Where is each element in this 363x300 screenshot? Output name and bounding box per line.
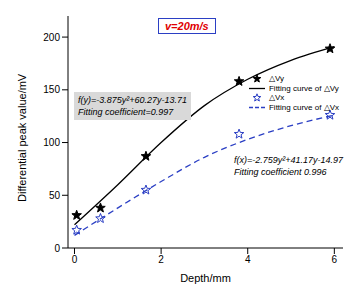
- html-text:△Vx: △Vx: [269, 93, 285, 102]
- svg-text:0: 0: [72, 254, 78, 265]
- html-text:f(y)=-3.875y²+60.27y-13.71: f(y)=-3.875y²+60.27y-13.71: [78, 95, 188, 105]
- svg-text:0: 0: [54, 243, 60, 254]
- svg-text:2: 2: [158, 254, 164, 265]
- html-text:Fitting coefficient 0.996: Fitting coefficient 0.996: [234, 167, 327, 177]
- html-text:v=20m/s: v=20m/s: [165, 20, 209, 32]
- svg-text:4: 4: [245, 254, 251, 265]
- svg-text:6: 6: [332, 254, 338, 265]
- svg-text:100: 100: [43, 137, 60, 148]
- svg-text:Differential peak value/mV: Differential peak value/mV: [16, 73, 28, 202]
- svg-text:Depth/mm: Depth/mm: [180, 272, 231, 284]
- html-text:Fitting coefficient=0.997: Fitting coefficient=0.997: [78, 107, 174, 117]
- svg-text:200: 200: [43, 32, 60, 43]
- html-text:Fitting curve of △Vy: Fitting curve of △Vy: [269, 83, 339, 93]
- html-text:f(x)=-2.759y²+41.17y-14.97: f(x)=-2.759y²+41.17y-14.97: [234, 155, 344, 165]
- svg-text:50: 50: [49, 190, 61, 201]
- svg-text:150: 150: [43, 84, 60, 95]
- html-text:△Vy: △Vy: [269, 74, 284, 83]
- html-text:Fitting curve of △Vx: Fitting curve of △Vx: [269, 102, 339, 112]
